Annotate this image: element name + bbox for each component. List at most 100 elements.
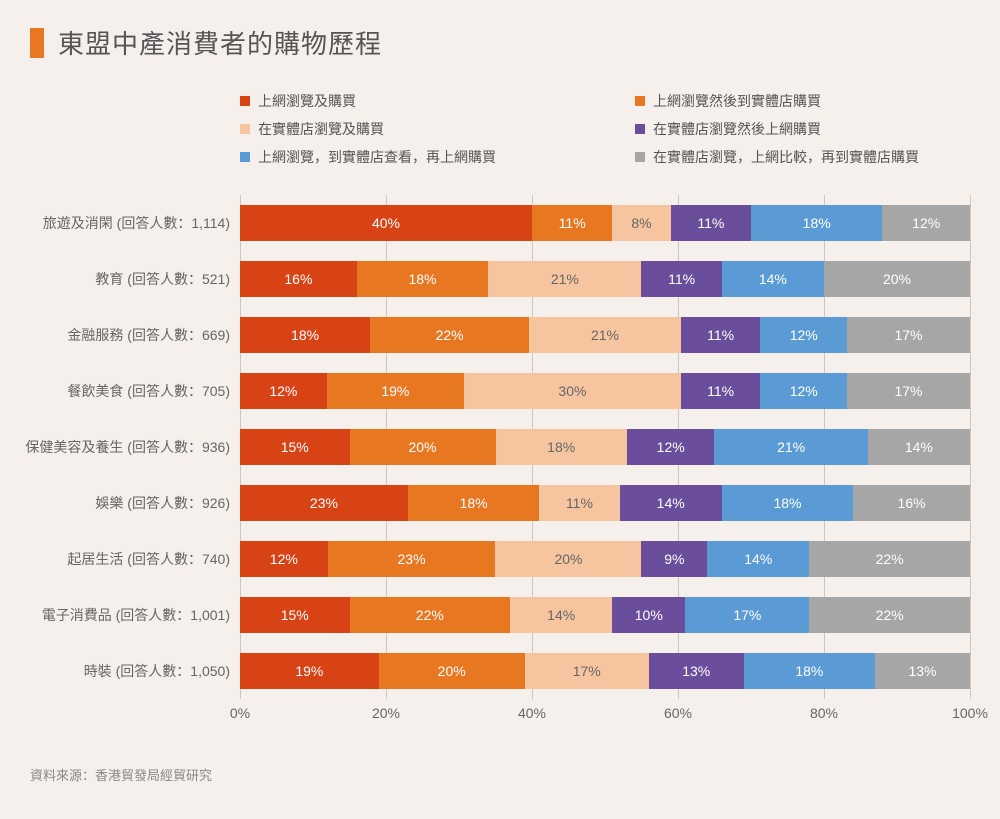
bar-segment: 18% [240, 317, 370, 353]
bar-segment: 17% [525, 653, 649, 689]
bar-segment: 16% [853, 485, 970, 521]
bar-segment: 19% [240, 653, 379, 689]
bar-segment: 11% [532, 205, 612, 241]
legend-item: 上網瀏覽然後到實體店購買 [635, 91, 970, 111]
x-axis: 0%20%40%60%80%100% [30, 705, 970, 735]
bar-segment: 21% [488, 261, 641, 297]
bar-segment: 20% [350, 429, 496, 465]
bar-segment: 23% [240, 485, 408, 521]
chart-area: 旅遊及消閑 (回答人數：1,114)教育 (回答人數：521)金融服務 (回答人… [30, 195, 970, 699]
bar-segment: 10% [612, 597, 685, 633]
x-axis-scale: 0%20%40%60%80%100% [240, 705, 970, 735]
category-label: 時裝 (回答人數：1,050) [30, 643, 240, 699]
category-label: 旅遊及消閑 (回答人數：1,114) [30, 195, 240, 251]
category-label: 電子消費品 (回答人數：1,001) [30, 587, 240, 643]
bar-track: 18%22%21%11%12%17% [240, 317, 970, 353]
legend-label: 在實體店瀏覽及購買 [258, 119, 384, 139]
bars-column: 40%11%8%11%18%12%16%18%21%11%14%20%18%22… [240, 195, 970, 699]
gridline [970, 195, 971, 699]
bar-row: 15%22%14%10%17%22% [240, 587, 970, 643]
legend-swatch [635, 96, 645, 106]
bar-segment: 12% [760, 317, 847, 353]
bar-segment: 18% [722, 485, 853, 521]
bar-segment: 17% [847, 373, 970, 409]
bar-segment: 12% [760, 373, 847, 409]
bar-segment: 22% [370, 317, 529, 353]
legend-label: 上網瀏覽，到實體店查看，再上網購買 [258, 147, 496, 167]
bar-track: 16%18%21%11%14%20% [240, 261, 970, 297]
bar-segment: 40% [240, 205, 532, 241]
chart-title: 東盟中產消費者的購物歷程 [58, 24, 382, 61]
category-label: 起居生活 (回答人數：740) [30, 531, 240, 587]
bar-track: 23%18%11%14%18%16% [240, 485, 970, 521]
bar-segment: 11% [681, 373, 761, 409]
bar-row: 12%23%20%9%14%22% [240, 531, 970, 587]
bar-segment: 14% [510, 597, 612, 633]
bar-track: 12%23%20%9%14%22% [240, 541, 970, 577]
legend-item: 上網瀏覽，到實體店查看，再上網購買 [240, 147, 575, 167]
bar-segment: 18% [357, 261, 488, 297]
axis-tick: 20% [372, 705, 400, 721]
bar-segment: 12% [627, 429, 715, 465]
source-attribution: 資料來源：香港貿發局經貿研究 [30, 765, 970, 784]
bar-segment: 11% [671, 205, 751, 241]
bar-segment: 18% [408, 485, 539, 521]
bar-segment: 15% [240, 597, 350, 633]
bar-segment: 20% [824, 261, 970, 297]
legend-item: 在實體店瀏覽然後上網購買 [635, 119, 970, 139]
legend-label: 在實體店瀏覽，上網比較，再到實體店購買 [653, 147, 919, 167]
bar-track: 15%20%18%12%21%14% [240, 429, 970, 465]
bar-segment: 14% [722, 261, 824, 297]
category-labels-column: 旅遊及消閑 (回答人數：1,114)教育 (回答人數：521)金融服務 (回答人… [30, 195, 240, 699]
bar-segment: 12% [240, 541, 328, 577]
bar-track: 15%22%14%10%17%22% [240, 597, 970, 633]
bar-segment: 16% [240, 261, 357, 297]
legend-item: 上網瀏覽及購買 [240, 91, 575, 111]
bar-segment: 15% [240, 429, 350, 465]
bar-row: 19%20%17%13%18%13% [240, 643, 970, 699]
bar-segment: 30% [464, 373, 681, 409]
bar-segment: 11% [539, 485, 619, 521]
bar-segment: 13% [649, 653, 744, 689]
title-accent-bar [30, 28, 44, 58]
bar-segment: 14% [868, 429, 970, 465]
category-label: 金融服務 (回答人數：669) [30, 307, 240, 363]
bar-row: 23%18%11%14%18%16% [240, 475, 970, 531]
bar-segment: 17% [847, 317, 970, 353]
chart-header: 東盟中產消費者的購物歷程 [30, 24, 970, 61]
bar-segment: 9% [641, 541, 707, 577]
bar-segment: 19% [327, 373, 464, 409]
legend-item: 在實體店瀏覽，上網比較，再到實體店購買 [635, 147, 970, 167]
bar-segment: 11% [641, 261, 721, 297]
category-label: 教育 (回答人數：521) [30, 251, 240, 307]
bar-segment: 22% [809, 541, 970, 577]
category-label: 餐飲美食 (回答人數：705) [30, 363, 240, 419]
bar-segment: 23% [328, 541, 496, 577]
bar-segment: 21% [529, 317, 681, 353]
bar-segment: 20% [379, 653, 525, 689]
axis-tick: 0% [230, 705, 250, 721]
bar-segment: 22% [350, 597, 511, 633]
legend-swatch [635, 124, 645, 134]
legend-swatch [240, 124, 250, 134]
bar-row: 18%22%21%11%12%17% [240, 307, 970, 363]
bar-track: 12%19%30%11%12%17% [240, 373, 970, 409]
bar-segment: 22% [809, 597, 970, 633]
legend-swatch [240, 152, 250, 162]
axis-tick: 100% [952, 705, 988, 721]
bar-row: 12%19%30%11%12%17% [240, 363, 970, 419]
bar-row: 40%11%8%11%18%12% [240, 195, 970, 251]
bar-segment: 8% [612, 205, 670, 241]
bar-segment: 12% [882, 205, 970, 241]
bar-row: 15%20%18%12%21%14% [240, 419, 970, 475]
legend-swatch [240, 96, 250, 106]
bar-segment: 18% [744, 653, 875, 689]
bar-segment: 13% [875, 653, 970, 689]
bar-segment: 11% [681, 317, 761, 353]
bar-segment: 20% [495, 541, 641, 577]
legend-label: 上網瀏覽及購買 [258, 91, 356, 111]
legend-label: 上網瀏覽然後到實體店購買 [653, 91, 821, 111]
axis-tick: 80% [810, 705, 838, 721]
legend-item: 在實體店瀏覽及購買 [240, 119, 575, 139]
bar-segment: 21% [714, 429, 867, 465]
